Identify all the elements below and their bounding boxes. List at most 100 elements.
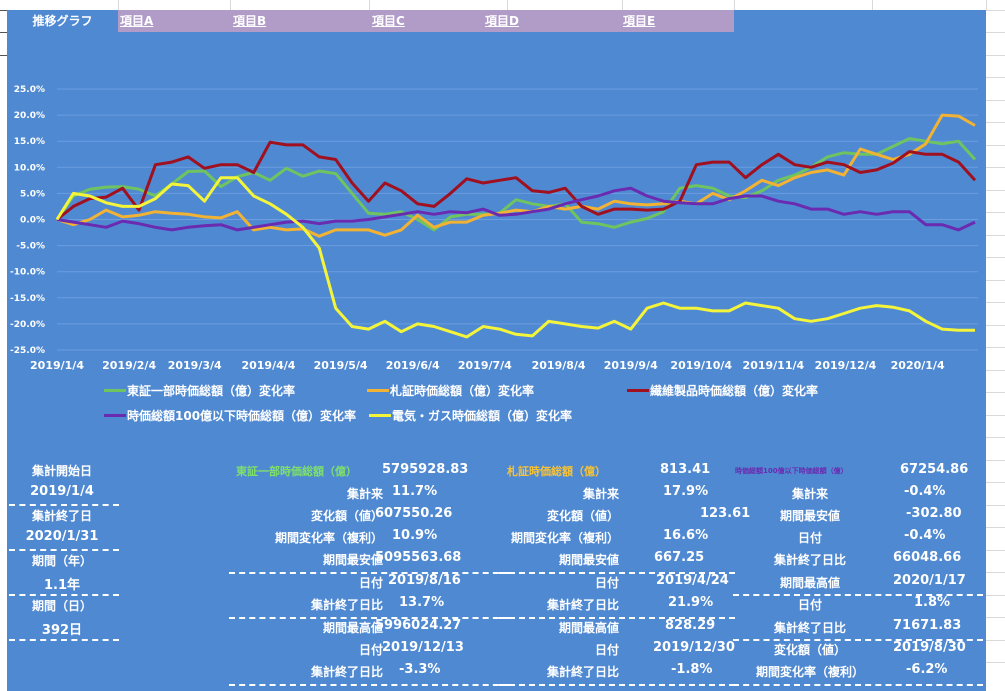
- divider: [9, 504, 119, 506]
- small-cap-row-label: 集計終了日比: [773, 553, 846, 567]
- y-tick-label: 10.0%: [14, 163, 45, 173]
- divider: [499, 684, 735, 686]
- tosho-row-value: -3.3%: [399, 662, 441, 677]
- divider: [9, 594, 119, 596]
- y-tick-label: 20.0%: [14, 111, 45, 121]
- start-date-value: 2019/1/4: [30, 484, 94, 499]
- legend-swatch-small-cap: [104, 414, 126, 417]
- small-cap-row-value: 66048.66: [893, 550, 962, 565]
- x-tick-label: 2019/9/4: [604, 359, 658, 372]
- x-tick-label: 2020/1/4: [891, 359, 945, 372]
- y-tick-label: 5.0%: [20, 189, 45, 199]
- sassho-title: 札証時価総額（億）: [507, 465, 606, 478]
- series-line-tosho: [55, 137, 977, 232]
- divider: [229, 617, 509, 619]
- divider: [9, 639, 119, 641]
- series-line-seni: [56, 140, 977, 221]
- page-title: 推移グラフ: [32, 14, 93, 28]
- small-cap-row-value: 71671.83: [893, 618, 962, 633]
- x-tick-label: 2019/2/4: [102, 359, 156, 372]
- sassho-row-label: 日付: [594, 576, 619, 590]
- tosho-row-value: 2019/8/16: [388, 573, 461, 588]
- small-cap-row-label: 集計来: [791, 487, 828, 501]
- small-cap-row-value: 2019/8/30: [893, 640, 966, 655]
- divider: [733, 684, 983, 686]
- small-cap-title-value: 67254.86: [900, 462, 969, 477]
- period-days-label: 期間（日）: [31, 599, 92, 613]
- legend-swatch-seni: [627, 389, 649, 392]
- legend-label-sassho: 札証時価総額（億）変化率: [390, 384, 535, 398]
- x-tick-label: 2019/10/4: [670, 359, 732, 372]
- small-cap-row-label: 変化額（値）: [773, 643, 846, 657]
- series-line-small_cap: [56, 186, 976, 232]
- tosho-row-value: 2019/12/13: [382, 640, 464, 655]
- divider: [229, 572, 509, 574]
- x-tick-label: 2019/12/4: [815, 359, 877, 372]
- sassho-row-value: 21.9%: [668, 595, 714, 610]
- sassho-row-label: 集計来: [582, 487, 619, 501]
- divider: [499, 617, 735, 619]
- tosho-row-value: 5996024.27: [375, 618, 462, 633]
- tosho-row-label: 変化額（値）: [310, 509, 383, 523]
- sassho-row-label: 期間最安値: [558, 553, 619, 567]
- x-tick-label: 2019/1/4: [30, 359, 84, 372]
- tosho-title: 東証一部時価総額（億）: [236, 465, 357, 478]
- tosho-row-value: 11.7%: [392, 484, 438, 499]
- small-cap-row-value: -0.4%: [904, 528, 946, 543]
- period-years-label: 期間（年）: [31, 554, 92, 568]
- tab-item-c[interactable]: 項目C: [372, 14, 405, 28]
- small-cap-row-value: -302.80: [906, 506, 962, 521]
- tosho-row-value: 13.7%: [399, 595, 445, 610]
- y-tick-label: -5.0%: [16, 242, 45, 252]
- dashboard-panel: 推移グラフ 項目A 項目B 項目C 項目D 項目E 25.0% 20.0% 15.0…: [7, 10, 986, 691]
- series-line-denki_gas: [55, 176, 975, 339]
- small-cap-row-label: 期間最高値: [779, 576, 840, 590]
- divider: [733, 594, 983, 596]
- tosho-row-label: 集計来: [346, 487, 383, 501]
- period-days-value: 392日: [41, 623, 83, 638]
- x-tick-label: 2019/4/4: [241, 359, 295, 372]
- x-tick-label: 2019/3/4: [168, 359, 222, 372]
- trend-chart: 25.0% 20.0% 15.0% 10.0% 5.0% 0.0% -5.0% -10.0% -…: [10, 85, 978, 372]
- tab-item-d[interactable]: 項目D: [485, 14, 519, 28]
- divider: [499, 572, 735, 574]
- series-line-sassho: [56, 113, 976, 238]
- y-tick-label: -15.0%: [10, 294, 45, 304]
- tab-item-a[interactable]: 項目A: [120, 14, 154, 28]
- sassho-row-value: 17.9%: [663, 484, 709, 499]
- end-date-label: 集計終了日: [31, 509, 92, 523]
- start-date-label: 集計開始日: [31, 464, 92, 478]
- x-tick-label: 2019/11/4: [743, 359, 805, 372]
- tab-item-b[interactable]: 項目B: [233, 14, 267, 28]
- sassho-row-label: 集計終了日比: [546, 665, 619, 679]
- sassho-row-value: 2019/12/30: [653, 640, 735, 655]
- tosho-row-label: 日付: [358, 576, 383, 590]
- x-tick-label: 2019/6/4: [386, 359, 440, 372]
- sassho-row-value: 2019/4/24: [656, 573, 729, 588]
- small-cap-row-label: 期間変化率（複利）: [755, 665, 864, 679]
- y-tick-label: -10.0%: [10, 268, 45, 278]
- divider: [733, 639, 983, 641]
- small-cap-title: 時価総額100億以下時価総額（億）: [735, 467, 848, 475]
- small-cap-row-label: 日付: [797, 531, 822, 545]
- tosho-row-value: 5095563.68: [375, 550, 462, 565]
- sassho-row-value: -1.8%: [671, 662, 713, 677]
- divider: [229, 684, 509, 686]
- tab-item-e[interactable]: 項目E: [623, 14, 656, 28]
- legend-swatch-denki-gas: [369, 414, 391, 417]
- sassho-row-value: 123.61: [700, 506, 751, 521]
- y-tick-label: 15.0%: [14, 137, 45, 147]
- tosho-row-label: 期間変化率（複利）: [274, 531, 383, 545]
- y-tick-label: -25.0%: [10, 346, 45, 356]
- small-cap-row-value: 2020/1/17: [893, 573, 966, 588]
- tosho-row-value: 10.9%: [392, 528, 438, 543]
- small-cap-row-value: 1.8%: [914, 595, 951, 610]
- x-tick-label: 2019/8/4: [532, 359, 586, 372]
- x-tick-label: 2019/7/4: [458, 359, 512, 372]
- legend-item-tosho: 東証一部時価総額（億）変化率: [104, 382, 295, 399]
- tosho-row-label: 日付: [358, 643, 383, 657]
- legend-label-tosho: 東証一部時価総額（億）変化率: [127, 384, 296, 398]
- tosho-row-value: 607550.26: [375, 506, 453, 521]
- tosho-title-value: 5795928.83: [382, 462, 469, 477]
